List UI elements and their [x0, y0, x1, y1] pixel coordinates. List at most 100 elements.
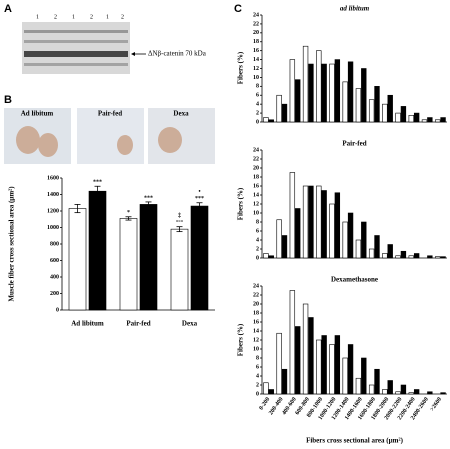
bar [408, 255, 414, 259]
bar [289, 59, 296, 123]
bar [355, 88, 362, 123]
y-tick-label: 10 [253, 210, 259, 216]
y-tick-label: 16 [253, 48, 259, 54]
y-tick-label: 4 [256, 102, 259, 108]
bar [342, 221, 348, 259]
bar [382, 253, 388, 259]
y-tick-label: 4 [256, 237, 259, 243]
bar [68, 208, 87, 311]
y-tick-label: 0 [256, 255, 259, 261]
bar [413, 389, 420, 395]
y-axis-label: Muscle fiber cross sectional area (µm²) [8, 186, 16, 302]
y-tick-label: 1600 [47, 175, 59, 181]
x-tick-label: >2600 [429, 396, 443, 412]
y-tick-label: 4 [256, 373, 259, 379]
significance-mark: °°° [176, 219, 184, 226]
y-tick-label: 12 [253, 66, 259, 72]
bar [361, 357, 367, 395]
bar [302, 185, 309, 259]
bar [268, 255, 274, 259]
bar [395, 255, 401, 259]
x-tick-label: Ad libitum [71, 320, 104, 328]
bar [334, 192, 341, 259]
bar [440, 392, 446, 395]
bar [190, 205, 209, 311]
x-tick-label: Pair-fed [126, 320, 150, 328]
bar [139, 204, 158, 311]
bar [263, 253, 269, 259]
stained-fibers [16, 126, 182, 157]
y-tick-label: 1200 [47, 208, 59, 214]
bar [281, 103, 288, 123]
bar [281, 235, 288, 259]
image-label: Pair-fed [98, 110, 122, 118]
y-tick-label: 600 [50, 258, 59, 264]
bar [395, 391, 401, 395]
bar [276, 94, 282, 123]
y-tick-label: 0 [56, 307, 59, 313]
y-tick-label: 8 [256, 355, 259, 361]
y-tick-label: 10 [253, 75, 259, 81]
bar [368, 384, 375, 395]
y-tick-label: 10 [253, 346, 259, 352]
y-tick-label: 22 [253, 292, 259, 298]
bar [347, 344, 354, 395]
bar [268, 119, 274, 123]
bar [295, 326, 301, 395]
y-tick-label: 8 [256, 219, 259, 225]
lane-label: 2 [54, 14, 57, 20]
y-tick-label: 16 [253, 183, 259, 189]
bar [295, 208, 301, 259]
bar [374, 235, 380, 259]
bar [308, 185, 314, 259]
bar [435, 119, 441, 123]
bar [289, 290, 296, 395]
y-tick-label: 24 [253, 147, 259, 153]
y-tick-label: 6 [256, 228, 259, 234]
arrow-head [131, 52, 135, 56]
bar [440, 256, 446, 259]
y-tick-label: 22 [253, 156, 259, 162]
bar [387, 94, 393, 123]
bar [88, 190, 107, 311]
y-tick-label: 200 [50, 291, 59, 297]
bar [387, 380, 393, 395]
bar [342, 81, 348, 123]
chart-title: Dexamethasone [331, 276, 378, 284]
bar [427, 391, 433, 395]
y-tick-label: 18 [253, 39, 259, 45]
bar [334, 59, 341, 123]
bar [400, 106, 407, 123]
y-tick-label: 2 [256, 110, 259, 116]
y-tick-label: 14 [253, 192, 259, 198]
y-tick-label: 22 [253, 21, 259, 27]
bar [329, 344, 335, 395]
bar [334, 335, 341, 395]
x-axis-label: Fibers cross sectional area (µm²) [306, 437, 404, 445]
bar [170, 228, 189, 311]
panel-letter: C [234, 3, 242, 15]
lane-label: 2 [90, 14, 93, 20]
y-tick-label: 20 [253, 165, 259, 171]
blot [22, 22, 130, 74]
significance-mark: *** [93, 180, 102, 186]
significance-mark: * [127, 210, 130, 216]
lane-label: 1 [36, 14, 39, 20]
y-tick-label: 800 [50, 241, 59, 247]
bar [321, 335, 327, 395]
bar [413, 112, 420, 123]
bar [329, 63, 335, 123]
y-tick-label: 8 [256, 84, 259, 90]
bar [408, 392, 414, 395]
significance-mark: ‡ [178, 213, 181, 219]
bar [342, 357, 348, 395]
bar [400, 384, 407, 395]
y-tick-label: 14 [253, 57, 259, 63]
image-label: Ad libitum [21, 110, 54, 118]
bar [321, 190, 327, 259]
y-tick-label: 1400 [47, 192, 59, 198]
bar [427, 255, 433, 259]
y-tick-label: 6 [256, 93, 259, 99]
y-tick-label: 0 [256, 391, 259, 397]
bar [408, 115, 414, 123]
